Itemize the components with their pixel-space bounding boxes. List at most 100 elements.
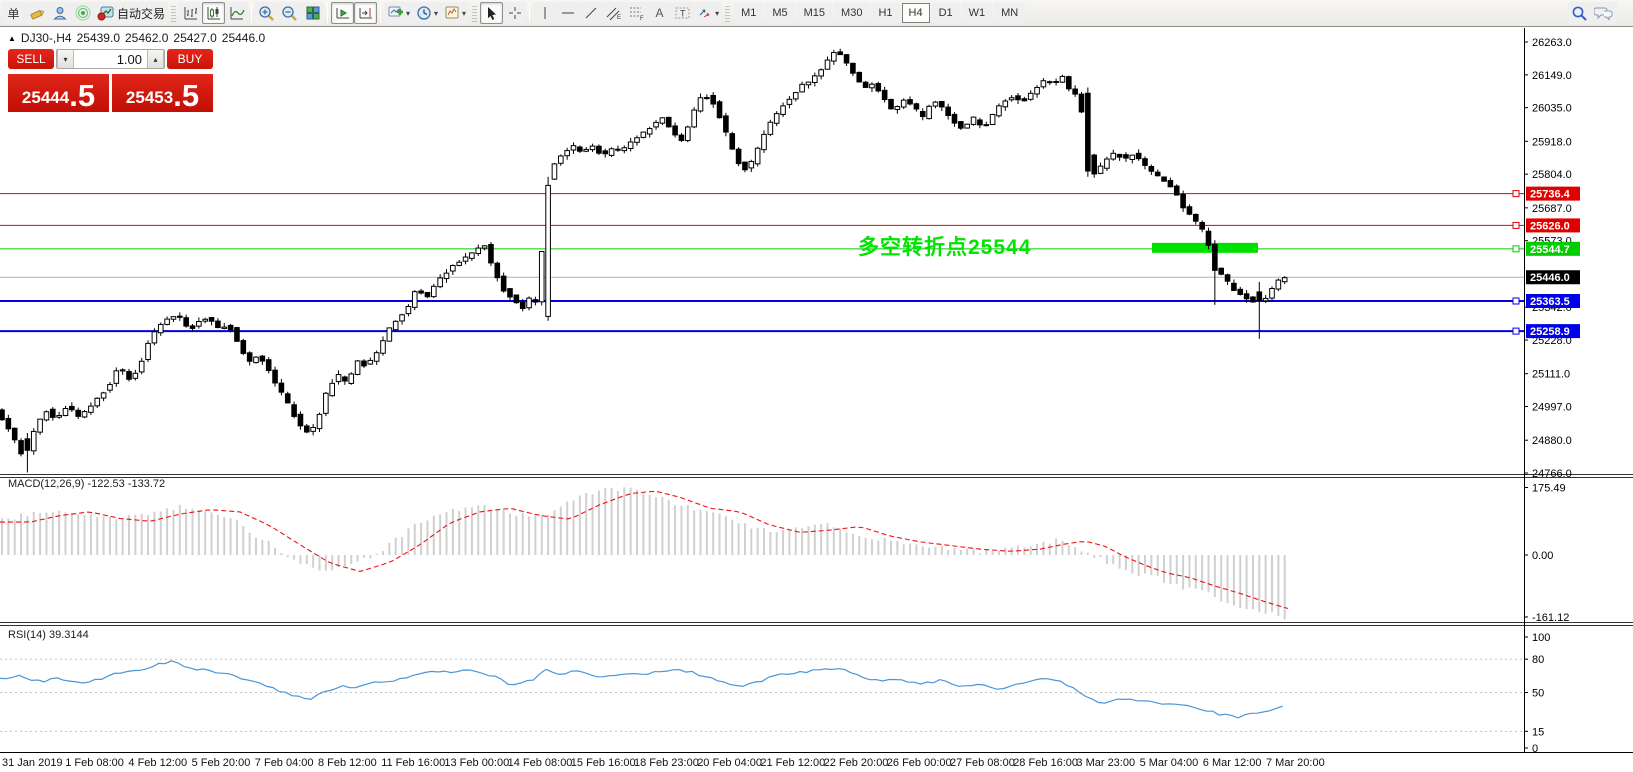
pivot-annotation-text[interactable]: 多空转折点25544 (858, 236, 1032, 259)
candle-body (75, 409, 82, 417)
chart-bars-button[interactable] (179, 2, 203, 24)
level-line-handle[interactable] (1512, 221, 1520, 229)
crosshair-button[interactable] (503, 2, 527, 24)
new-order-button[interactable]: 单 (2, 2, 25, 24)
signals-icon[interactable] (71, 2, 94, 24)
candle-body (672, 125, 678, 136)
timeframe-m30-button[interactable]: M30 (834, 3, 870, 23)
timeframe-w1-button[interactable]: W1 (961, 3, 993, 23)
volume-decrease-button[interactable]: ▾ (57, 50, 74, 68)
level-line-handle[interactable] (1512, 327, 1520, 335)
candle-body (494, 262, 501, 279)
timeframe-mn-button[interactable]: MN (994, 3, 1026, 23)
zoom-out-button[interactable] (278, 2, 302, 24)
rsi-indicator-label: RSI(14) 39.3144 (8, 629, 89, 641)
level-line-handle[interactable] (1512, 245, 1520, 253)
shapes-button[interactable]: ▾ (694, 2, 723, 24)
highlight-bar[interactable] (1152, 242, 1258, 253)
candle-body (157, 323, 164, 334)
timeframe-m5-button[interactable]: M5 (765, 3, 795, 23)
candle-body (621, 147, 628, 152)
candle-body (284, 393, 291, 404)
candle-body (519, 301, 526, 310)
rsi-value: 39.3144 (48, 629, 89, 641)
trendline-button[interactable] (579, 2, 603, 24)
auto-trading-button[interactable]: 自动交易 (94, 2, 169, 24)
chart-canvas[interactable]: 26263.0 26149.0 26035.0 25918.0 25804.0 25687… (0, 28, 1633, 772)
cursor-button[interactable] (480, 2, 504, 24)
profile-icon[interactable] (48, 2, 71, 24)
candle-body (729, 133, 736, 150)
text-button[interactable]: A (648, 2, 672, 24)
timeframe-h4-button[interactable]: H4 (901, 3, 930, 23)
timeframe-m1-button[interactable]: M1 (734, 3, 764, 23)
sell-button[interactable]: SELL (8, 49, 54, 69)
auto-scroll-button[interactable] (331, 2, 355, 24)
price-tag-resistance (1526, 218, 1580, 233)
macd-title: MACD(12,26,9) (8, 478, 85, 490)
volume-increase-button[interactable]: ▴ (147, 50, 164, 68)
level-line-handle[interactable] (1512, 190, 1520, 198)
candle-body (761, 133, 767, 151)
buy-button[interactable]: BUY (167, 49, 213, 69)
candle-body (799, 83, 805, 93)
time-axis-label: 5 Mar 04:00 (1139, 757, 1199, 769)
candle-body (507, 288, 513, 298)
indicators-button[interactable]: ▾ (384, 2, 414, 24)
toolbar-separator (251, 3, 253, 23)
candle-body (1180, 193, 1186, 209)
templates-button[interactable]: ▾ (441, 2, 470, 24)
timeframe-d1-button[interactable]: D1 (931, 3, 960, 23)
candle-body (735, 148, 742, 165)
candle-body (1116, 153, 1123, 158)
candle-body (100, 392, 107, 399)
time-axis-label: 8 Feb 12:00 (318, 757, 377, 769)
chart-shift-button[interactable] (354, 2, 378, 24)
candle-body (1262, 297, 1269, 302)
candle-body (189, 325, 196, 329)
candle-body (1059, 75, 1066, 83)
time-axis[interactable]: 31 Jan 2019 1 Feb 08:00 4 Feb 12:00 5 Feb 2… (0, 753, 1633, 772)
time-axis-label: 1 Feb 08:00 (65, 757, 124, 769)
candle-body (1161, 176, 1167, 182)
horizontal-line-button[interactable] (556, 2, 580, 24)
crayon-icon[interactable] (25, 2, 48, 24)
search-icon[interactable] (1568, 2, 1591, 24)
timeframe-m15-button[interactable]: M15 (796, 3, 833, 23)
tile-windows-button[interactable] (301, 2, 325, 24)
ohlc-open: 25439.0 (76, 31, 120, 45)
candle-body (1199, 222, 1205, 230)
fibonacci-button[interactable]: F (625, 2, 649, 24)
axis-tick-label: 24880.0 (1532, 435, 1572, 447)
candle-body (805, 81, 812, 86)
vertical-line-button[interactable] (533, 2, 557, 24)
chart-line-button[interactable] (225, 2, 249, 24)
sell-price-main: 25444 (21, 88, 70, 107)
candle-body (253, 356, 259, 364)
candle-body (989, 113, 996, 126)
zoom-in-button[interactable] (255, 2, 279, 24)
candle-body (589, 145, 596, 151)
chat-icon[interactable] (1591, 2, 1617, 24)
level-line-handle[interactable] (1512, 297, 1520, 305)
price-tag-label: 25626.0 (1530, 220, 1570, 232)
equidistant-channel-button[interactable]: E (602, 2, 626, 24)
chart-candles-button[interactable] (202, 2, 226, 24)
volume-input[interactable] (74, 50, 147, 68)
price-tag-label: 25363.5 (1530, 296, 1570, 308)
candle-body (653, 121, 659, 128)
macd-value-main: -122.53 (87, 478, 125, 490)
axis-tick-label: 25111.0 (1532, 369, 1570, 381)
axis-tick-label: 26149.0 (1532, 70, 1572, 82)
timeframe-h1-button[interactable]: H1 (871, 3, 900, 23)
toolbar-right (1568, 2, 1631, 24)
text-label-button[interactable]: T (671, 2, 695, 24)
candle-body (862, 81, 869, 88)
candle-body (164, 318, 170, 325)
candle-body (272, 369, 278, 384)
candle-body (1173, 185, 1180, 196)
sell-price-box[interactable]: 25444.5 (8, 74, 109, 112)
periods-button[interactable]: ▾ (413, 2, 442, 24)
price-tag-support (1526, 324, 1580, 339)
buy-price-box[interactable]: 25453.5 (112, 74, 213, 112)
